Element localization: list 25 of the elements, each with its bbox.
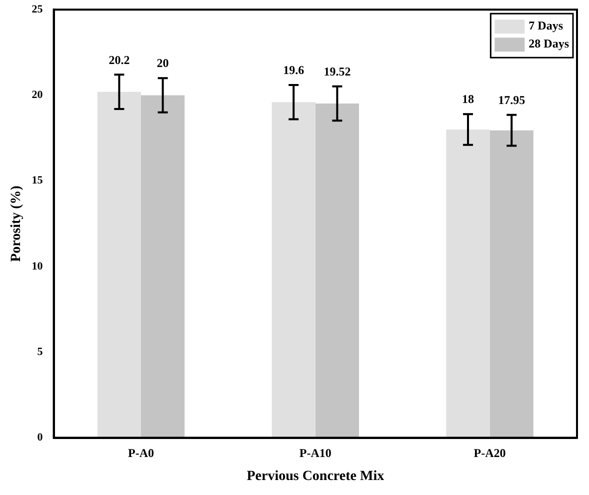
data-label: 18 — [462, 92, 474, 106]
data-label: 20 — [156, 56, 169, 70]
y-tick-label: 5 — [37, 346, 44, 358]
data-label: 19.52 — [324, 64, 351, 78]
data-label: 17.95 — [498, 93, 526, 108]
bar — [490, 130, 534, 438]
x-tick-label: P-A10 — [299, 446, 332, 460]
y-axis-title: Porosity (%) — [9, 185, 24, 262]
x-tick-label: P-A0 — [128, 446, 154, 460]
y-tick-label: 25 — [32, 3, 44, 16]
bar — [446, 129, 490, 438]
legend-label: 28 Days — [528, 36, 570, 51]
data-label: 19.6 — [283, 63, 304, 78]
bar — [141, 95, 185, 438]
legend-label: 7 Days — [528, 18, 564, 33]
y-tick-label: 0 — [37, 432, 44, 444]
y-tick-label: 15 — [32, 174, 44, 187]
y-tick-label: 20 — [32, 89, 44, 102]
y-tick-label: 10 — [32, 260, 44, 272]
x-axis-title: Pervious Concrete Mix — [246, 469, 384, 484]
bar — [315, 103, 359, 438]
data-label: 20.2 — [108, 52, 130, 67]
bar — [97, 92, 141, 438]
bar — [272, 102, 316, 438]
x-tick-label: P-A20 — [474, 446, 506, 460]
